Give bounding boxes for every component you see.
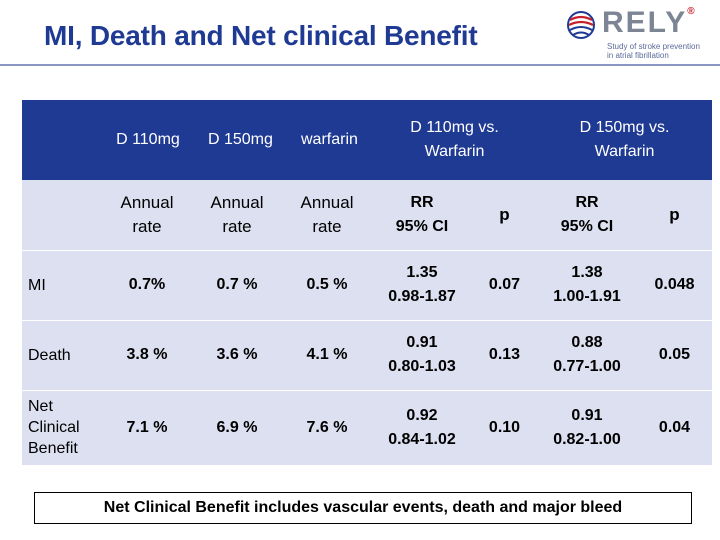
header-d110-vs-warfarin: D 110mg vs. Warfarin [372, 100, 537, 180]
page-title: MI, Death and Net clinical Benefit [44, 20, 478, 51]
header-warfarin: warfarin [301, 131, 358, 148]
cell-death-rr-d150: 0.88 0.77-1.00 [553, 334, 621, 375]
subheader-annual-rate-d110: Annual rate [120, 193, 174, 236]
cell-ncb-d110: 7.1 % [126, 418, 168, 436]
cell-mi-rr-d110: 1.35 0.98-1.87 [388, 264, 456, 305]
cell-ncb-warfarin: 7.6 % [306, 418, 348, 436]
logo-tagline: Study of stroke prevention in atrial fib… [607, 42, 700, 60]
subheader-rr-ci-d150: RR 95% CI [560, 194, 614, 235]
logo-wordmark: RELY® [602, 6, 695, 39]
row-divider [22, 250, 712, 251]
title-divider [0, 64, 720, 66]
cell-ncb-p-d110: 0.10 [488, 418, 521, 436]
row-label-net-clinical-benefit: Net Clinical Benefit [28, 398, 80, 457]
subheader-annual-rate-warfarin: Annual rate [300, 193, 354, 236]
row-label-death: Death [28, 346, 71, 364]
cell-death-d110: 3.8 % [126, 346, 168, 363]
header-treatment-group: D 110mg D 150mg warfarin [102, 100, 372, 180]
cell-mi-d110: 0.7% [128, 276, 166, 293]
cell-ncb-rr-d150: 0.91 0.82-1.00 [553, 406, 621, 448]
cell-death-p-d150: 0.05 [658, 346, 691, 363]
cell-death-warfarin: 4.1 % [306, 346, 348, 363]
globe-logo-icon [567, 11, 595, 39]
row-label-mi: MI [28, 276, 46, 294]
cell-death-d150: 3.6 % [216, 346, 258, 363]
rely-logo: RELY® Study of stroke prevention in atri… [562, 4, 720, 62]
cell-mi-d150: 0.7 % [216, 276, 258, 293]
header-d150: D 150mg [207, 131, 273, 148]
cell-death-p-d110: 0.13 [488, 346, 521, 363]
header-d150-vs-warfarin: D 150mg vs. Warfarin [537, 100, 712, 180]
subheader-rr-ci-d110: RR 95% CI [395, 194, 449, 235]
subheader-p-d110: p [499, 205, 510, 224]
row-divider [22, 390, 712, 391]
subheader-annual-rate-d150: Annual rate [210, 193, 264, 236]
cell-ncb-rr-d110: 0.92 0.84-1.02 [388, 406, 456, 448]
cell-death-rr-d110: 0.91 0.80-1.03 [388, 334, 456, 375]
subheader-p-d150: p [669, 205, 680, 224]
footnote-box: Net Clinical Benefit includes vascular e… [34, 492, 692, 524]
cell-mi-rr-d150: 1.38 1.00-1.91 [553, 264, 621, 305]
header-d110: D 110mg [116, 131, 180, 148]
cell-mi-warfarin: 0.5 % [306, 276, 348, 293]
cell-mi-p-d110: 0.07 [488, 276, 521, 293]
cell-ncb-d150: 6.9 % [216, 418, 258, 436]
row-divider [22, 320, 712, 321]
cell-mi-p-d150: 0.048 [654, 276, 695, 293]
header-empty-corner [22, 100, 102, 180]
cell-ncb-p-d150: 0.04 [658, 418, 691, 436]
